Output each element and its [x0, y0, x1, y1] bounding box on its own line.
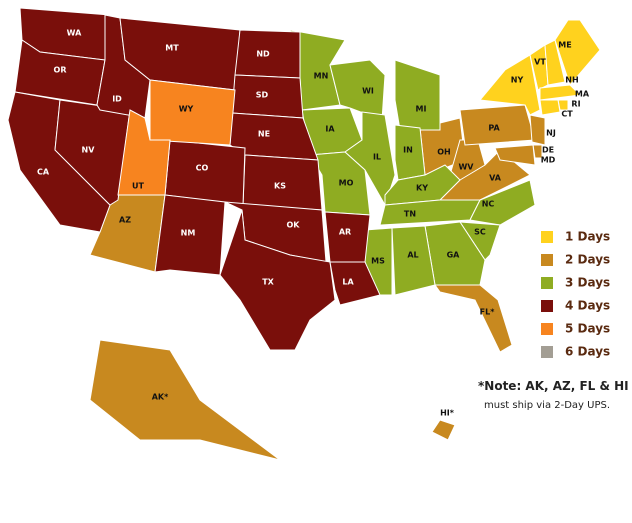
- legend-label: 4 Days: [565, 299, 610, 313]
- state-label: MN: [314, 72, 329, 81]
- states: [7, 7, 601, 461]
- state-label: CO: [196, 164, 209, 173]
- state-label: OH: [437, 148, 451, 157]
- state: [539, 84, 582, 101]
- state: [529, 114, 546, 146]
- state-label: PA: [488, 124, 500, 133]
- state: [469, 179, 536, 226]
- state-label: SD: [256, 91, 269, 100]
- state-label: AR: [339, 228, 351, 237]
- state-label: OK: [287, 221, 301, 230]
- state: [544, 39, 566, 86]
- state: [89, 339, 281, 461]
- state-label: CT: [561, 110, 573, 119]
- state-label: WI: [362, 87, 374, 96]
- legend-label: 6 Days: [565, 345, 610, 359]
- legend-label: 2 Days: [565, 253, 610, 267]
- state-label: AL: [407, 251, 418, 260]
- state-label: IN: [403, 146, 413, 155]
- state-label: SC: [474, 228, 486, 237]
- state-label: AZ: [119, 216, 131, 225]
- state-label: LA: [342, 278, 354, 287]
- state: [154, 194, 226, 276]
- state: [554, 19, 601, 86]
- legend: 1 Days 2 Days 3 Days 4 Days 5 Days 6 Days: [541, 230, 610, 359]
- state: [494, 144, 536, 166]
- state: [391, 225, 436, 296]
- state-label: GA: [447, 251, 461, 260]
- state: [394, 59, 441, 131]
- state-label: DE: [542, 146, 554, 155]
- state: [434, 284, 513, 353]
- state: [149, 79, 236, 146]
- state-label: MT: [165, 44, 179, 53]
- state-label: NH: [565, 76, 578, 85]
- state-label: ID: [112, 95, 122, 104]
- legend-swatch: [541, 277, 553, 289]
- legend-label: 1 Days: [565, 230, 610, 244]
- state: [219, 209, 336, 351]
- state: [344, 111, 396, 207]
- note-title: *Note: AK, AZ, FL & HI: [478, 379, 629, 393]
- state-label: FL*: [480, 308, 496, 317]
- state-label: NV: [82, 146, 96, 155]
- state-label: TN: [404, 210, 416, 219]
- state: [379, 199, 481, 226]
- state-label: MI: [416, 105, 427, 114]
- state-label: KS: [274, 182, 286, 191]
- state-label: KY: [416, 184, 428, 193]
- legend-swatch: [541, 254, 553, 266]
- state-label: CA: [37, 168, 50, 177]
- state-label: WY: [179, 105, 194, 114]
- legend-swatch: [541, 323, 553, 335]
- state-label: NC: [482, 200, 495, 209]
- state-label: MD: [541, 156, 556, 165]
- legend-label: 5 Days: [565, 322, 610, 336]
- state: [329, 261, 381, 306]
- legend-label: 3 Days: [565, 276, 610, 290]
- state-label: UT: [132, 182, 144, 191]
- state-label: NM: [181, 229, 196, 238]
- state-label: WV: [458, 163, 474, 172]
- legend-swatch: [541, 300, 553, 312]
- state-label: IA: [325, 125, 335, 134]
- state-label: MA: [575, 90, 590, 99]
- state-label: VT: [534, 58, 546, 67]
- state-label: AK*: [152, 393, 169, 402]
- note-text: must ship via 2-Day UPS.: [484, 400, 610, 411]
- state-label: ME: [558, 41, 571, 50]
- state-label: OR: [54, 66, 67, 75]
- state-label: RI: [571, 100, 580, 109]
- state-label: TX: [262, 278, 274, 287]
- state: [539, 99, 561, 116]
- state: [164, 139, 246, 206]
- state-label: MO: [339, 179, 354, 188]
- state-label: MS: [371, 257, 385, 266]
- state-label: ND: [256, 50, 270, 59]
- state-label: IL: [373, 153, 381, 162]
- legend-swatch: [541, 346, 553, 358]
- legend-swatch: [541, 231, 553, 243]
- state-label: NJ: [546, 129, 556, 138]
- state: [117, 109, 171, 196]
- state-label: NE: [258, 130, 270, 139]
- state-label: WA: [67, 29, 82, 38]
- state: [324, 211, 371, 263]
- state: [431, 419, 456, 441]
- state-label: NY: [511, 76, 524, 85]
- state-label: VA: [489, 174, 502, 183]
- state-label: HI*: [440, 409, 455, 418]
